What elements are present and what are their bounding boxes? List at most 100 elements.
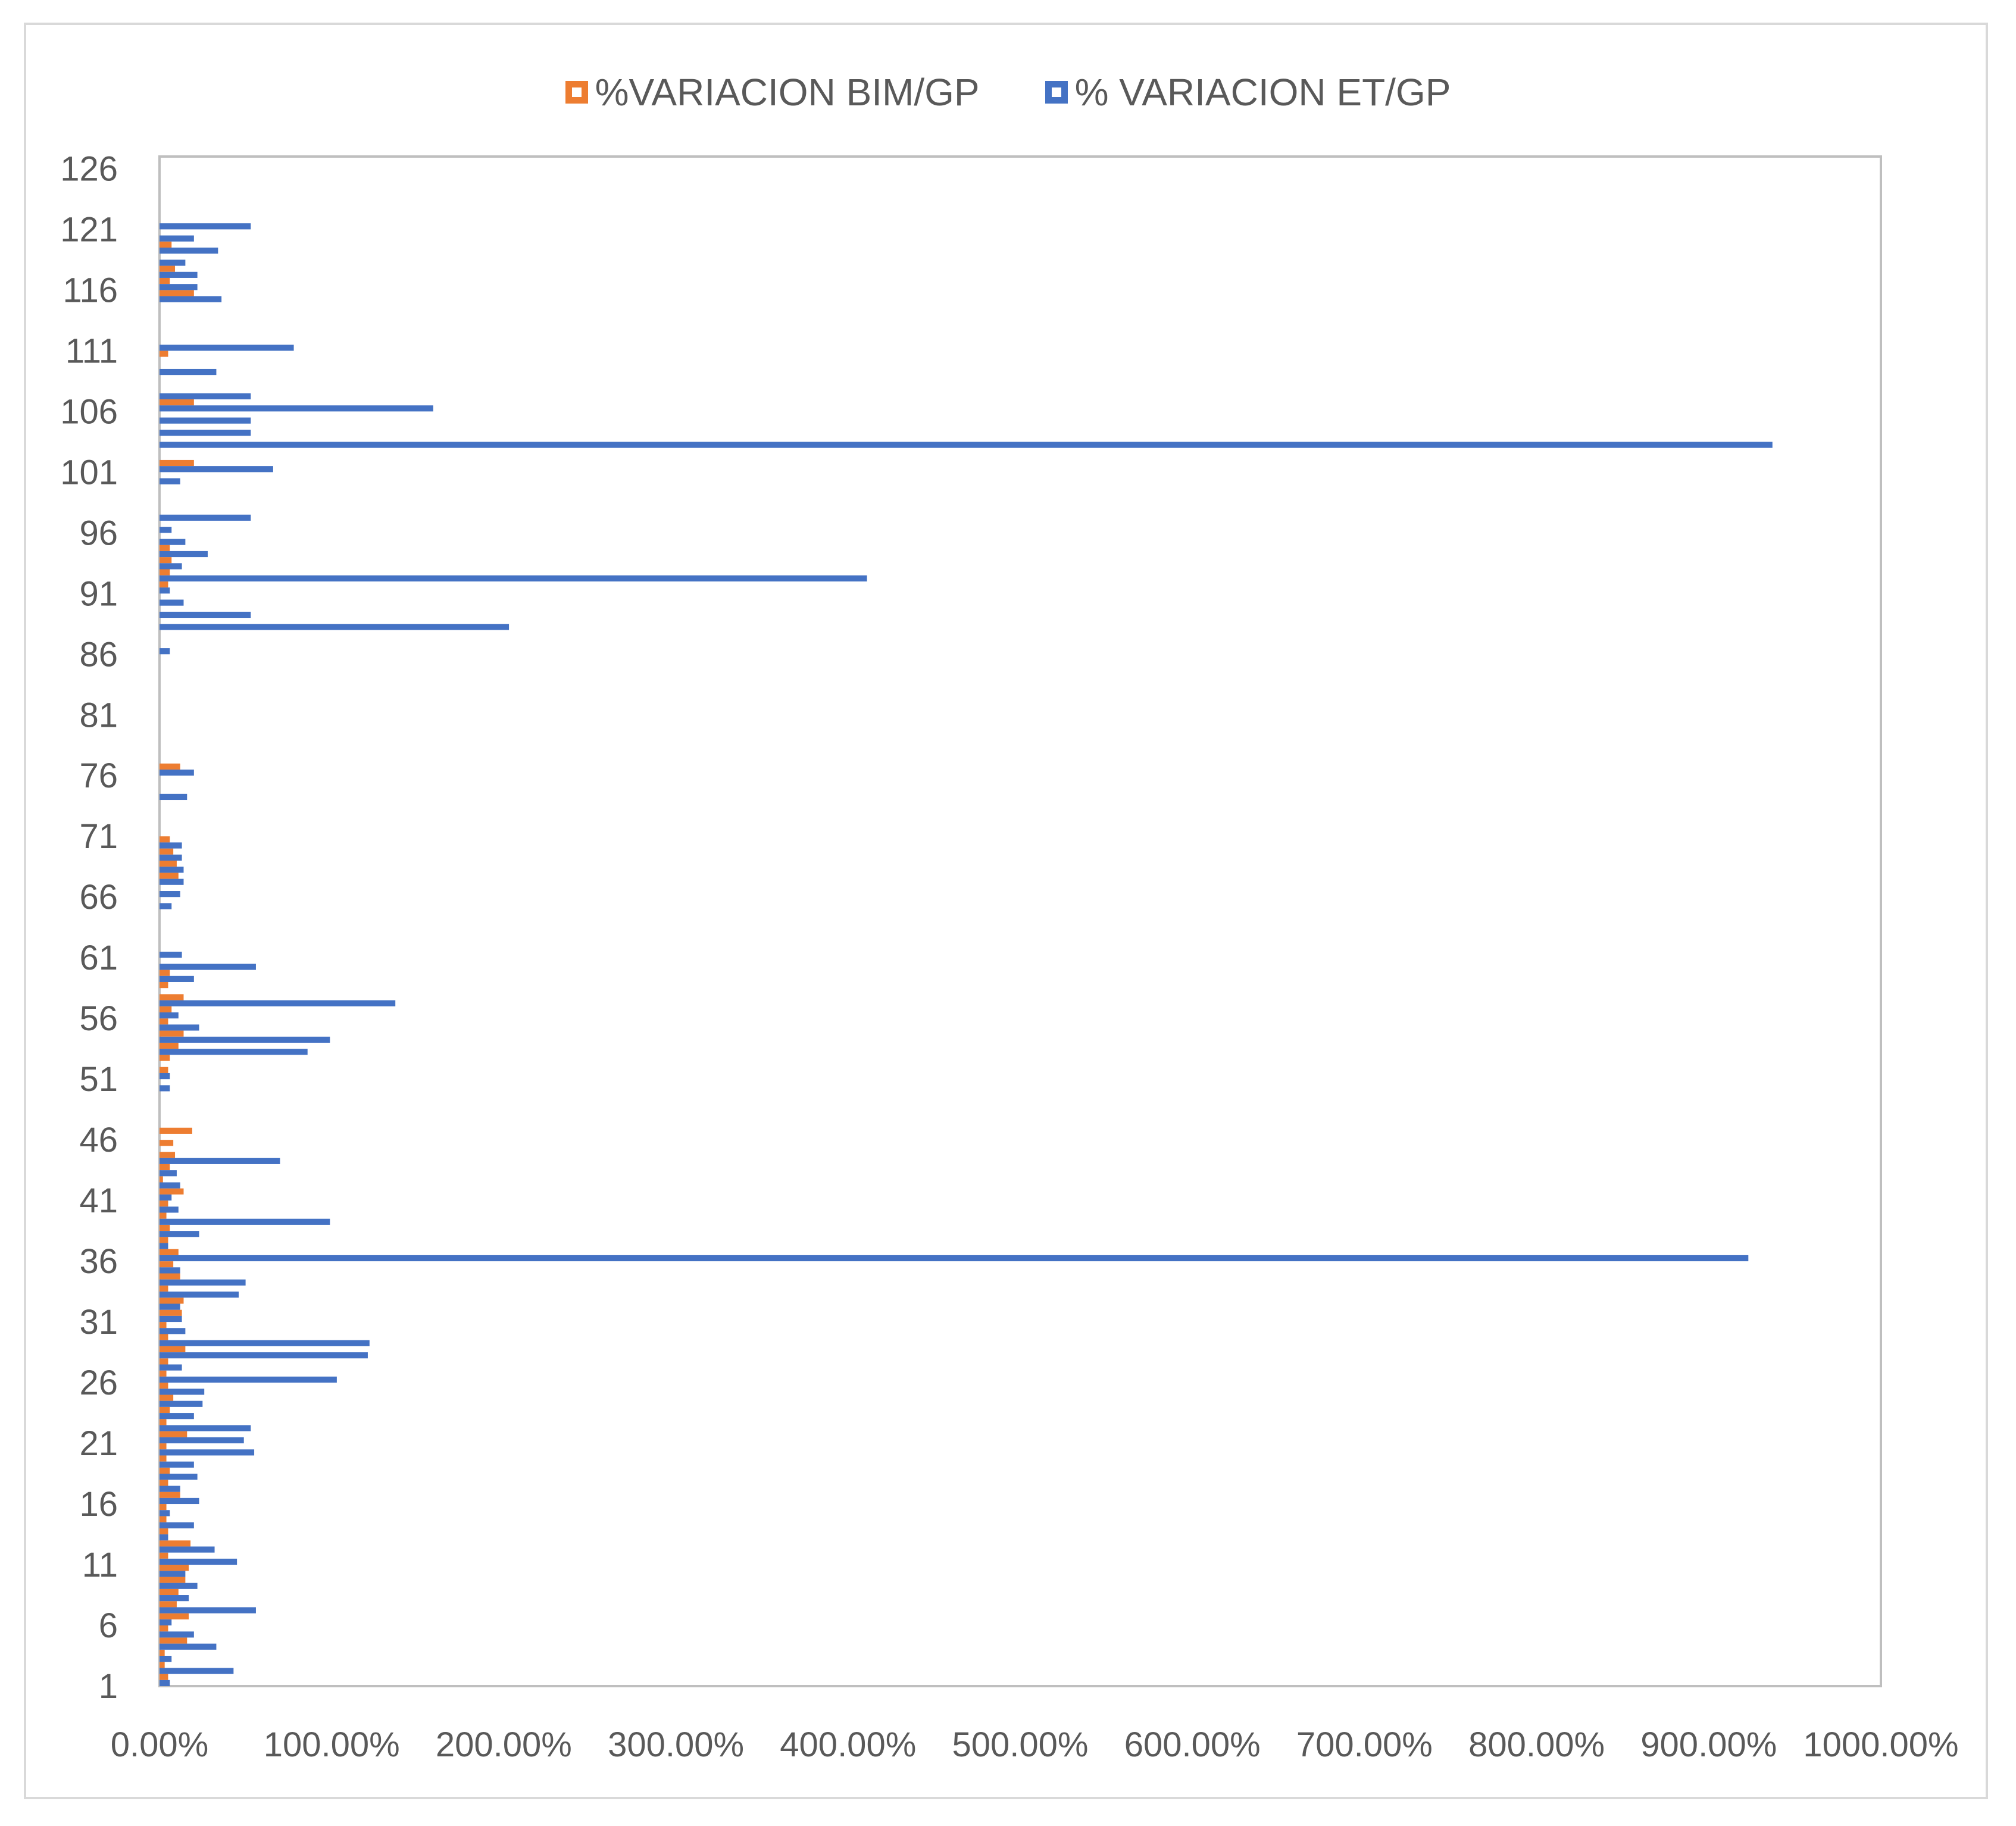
bar-et-42 bbox=[160, 1182, 180, 1189]
bar-bim-1 bbox=[160, 1674, 168, 1680]
bar-et-4 bbox=[160, 1643, 217, 1650]
bar-bim-36 bbox=[160, 1249, 179, 1255]
bar-et-59 bbox=[160, 975, 194, 982]
bar-et-23 bbox=[160, 1413, 194, 1419]
y-tick-label: 91 bbox=[79, 574, 118, 613]
bar-et-109 bbox=[160, 368, 217, 376]
bar-bim-39 bbox=[160, 1212, 167, 1219]
legend-swatch-bim bbox=[565, 81, 588, 104]
bar-bim-42 bbox=[160, 1176, 163, 1183]
x-tick-label: 300.00% bbox=[608, 1725, 744, 1764]
bar-bim-55 bbox=[160, 1018, 168, 1025]
bar-bim-34 bbox=[160, 1273, 180, 1280]
bar-et-44 bbox=[160, 1158, 280, 1164]
y-tick-label: 16 bbox=[79, 1485, 118, 1524]
bar-bim-70 bbox=[160, 836, 170, 843]
bar-et-37 bbox=[160, 1243, 168, 1249]
bar-et-111 bbox=[160, 345, 294, 351]
bar-bim-52 bbox=[160, 1055, 170, 1061]
legend-item-bim[interactable]: %VARIACION BIM/GP bbox=[565, 70, 980, 114]
bar-bim-3 bbox=[160, 1649, 165, 1656]
bar-bim-119 bbox=[160, 241, 172, 248]
bar-bim-91 bbox=[160, 581, 168, 588]
y-tick-label: 116 bbox=[63, 271, 118, 309]
bar-et-16 bbox=[160, 1497, 199, 1505]
bar-et-97 bbox=[160, 514, 251, 521]
bar-et-116 bbox=[160, 284, 198, 290]
bar-et-54 bbox=[160, 1036, 330, 1043]
bar-et-13 bbox=[160, 1534, 168, 1541]
bar-et-27 bbox=[160, 1364, 182, 1371]
bar-et-118 bbox=[160, 259, 186, 266]
bar-bim-14 bbox=[160, 1516, 167, 1522]
bar-et-88 bbox=[160, 624, 510, 630]
bar-et-50 bbox=[160, 1085, 170, 1092]
bar-et-104 bbox=[160, 429, 251, 436]
bar-et-36 bbox=[160, 1255, 1749, 1262]
bar-et-96 bbox=[160, 527, 172, 533]
bar-bim-20 bbox=[160, 1443, 167, 1450]
bar-et-24 bbox=[160, 1400, 203, 1407]
y-tick-label: 101 bbox=[60, 453, 118, 492]
bar-et-18 bbox=[160, 1474, 198, 1480]
bar-bim-117 bbox=[160, 265, 176, 272]
bar-et-34 bbox=[160, 1279, 246, 1286]
bar-et-40 bbox=[160, 1206, 179, 1213]
bar-et-65 bbox=[160, 903, 172, 909]
bar-bim-29 bbox=[160, 1334, 168, 1340]
bar-bim-33 bbox=[160, 1285, 168, 1292]
bar-bim-2 bbox=[160, 1662, 165, 1668]
bar-et-90 bbox=[160, 599, 184, 606]
legend-item-et[interactable]: % VARIACION ET/GP bbox=[1045, 70, 1451, 114]
bar-et-15 bbox=[160, 1510, 170, 1517]
bar-bim-41 bbox=[160, 1188, 184, 1195]
bar-bim-25 bbox=[160, 1383, 168, 1389]
bar-bim-37 bbox=[160, 1237, 168, 1243]
bar-bim-68 bbox=[160, 861, 177, 867]
bar-et-32 bbox=[160, 1303, 180, 1310]
bar-bim-115 bbox=[160, 290, 194, 296]
bar-et-55 bbox=[160, 1024, 199, 1031]
y-tick-label: 126 bbox=[60, 149, 118, 188]
y-tick-label: 66 bbox=[79, 878, 118, 917]
bar-et-86 bbox=[160, 648, 170, 655]
bar-et-60 bbox=[160, 964, 256, 970]
legend-swatch-et bbox=[1045, 81, 1068, 104]
x-tick-label: 600.00% bbox=[1124, 1725, 1261, 1764]
y-tick-label: 1 bbox=[99, 1667, 118, 1706]
x-tick-label: 200.00% bbox=[436, 1725, 572, 1764]
bar-bim-10 bbox=[160, 1565, 189, 1571]
bar-bim-106 bbox=[160, 399, 194, 406]
y-tick-label: 106 bbox=[60, 392, 118, 431]
y-tick-label: 36 bbox=[79, 1242, 118, 1281]
bar-et-120 bbox=[160, 235, 194, 242]
bar-et-105 bbox=[160, 417, 251, 424]
bar-et-26 bbox=[160, 1376, 337, 1383]
chart-frame bbox=[24, 23, 1988, 1799]
bar-et-94 bbox=[160, 551, 208, 558]
bar-et-6 bbox=[160, 1619, 172, 1626]
bar-et-22 bbox=[160, 1425, 251, 1431]
bar-bim-17 bbox=[160, 1480, 168, 1486]
bar-bim-58 bbox=[160, 981, 168, 989]
bar-et-35 bbox=[160, 1267, 180, 1274]
bar-bim-19 bbox=[160, 1455, 167, 1462]
bar-bim-18 bbox=[160, 1467, 170, 1474]
bar-et-41 bbox=[160, 1194, 172, 1201]
bar-bim-101 bbox=[160, 459, 194, 467]
bar-et-106 bbox=[160, 405, 433, 412]
bar-bim-45 bbox=[160, 1140, 174, 1146]
bar-et-11 bbox=[160, 1558, 237, 1565]
bar-bim-57 bbox=[160, 994, 184, 1000]
y-tick-label: 71 bbox=[79, 817, 118, 856]
bar-bim-22 bbox=[160, 1419, 167, 1425]
y-tick-label: 21 bbox=[79, 1424, 118, 1463]
bar-et-29 bbox=[160, 1340, 370, 1346]
bar-et-10 bbox=[160, 1571, 186, 1577]
y-tick-label: 61 bbox=[79, 939, 118, 977]
bar-et-76 bbox=[160, 770, 194, 776]
bar-et-2 bbox=[160, 1668, 234, 1674]
bar-et-95 bbox=[160, 539, 186, 545]
bar-et-89 bbox=[160, 611, 251, 618]
legend-label-bim: %VARIACION BIM/GP bbox=[595, 71, 980, 114]
